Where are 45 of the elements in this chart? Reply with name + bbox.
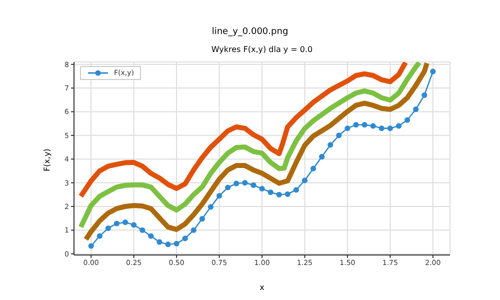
y-axis-title: F(x,y) — [42, 148, 52, 172]
point — [208, 204, 214, 210]
point — [404, 117, 410, 123]
point — [140, 227, 146, 233]
point — [378, 126, 384, 132]
point — [216, 193, 222, 199]
point — [353, 122, 359, 128]
point — [302, 178, 308, 184]
point — [387, 126, 393, 132]
point — [284, 191, 290, 197]
point — [293, 187, 299, 193]
point — [250, 182, 256, 188]
point — [156, 239, 162, 245]
point — [430, 68, 436, 74]
point — [276, 192, 282, 198]
point — [422, 92, 428, 98]
point — [310, 166, 316, 172]
point — [268, 189, 274, 196]
point — [344, 126, 350, 132]
point — [190, 227, 196, 233]
point — [319, 154, 325, 160]
point — [336, 132, 342, 138]
point — [182, 236, 188, 242]
point — [96, 233, 102, 239]
point — [259, 186, 265, 192]
point — [370, 123, 376, 129]
point — [242, 180, 248, 186]
point — [174, 240, 180, 246]
point — [105, 225, 111, 232]
point — [148, 233, 154, 239]
point — [225, 184, 231, 190]
point — [114, 220, 120, 226]
point — [199, 216, 205, 222]
point — [88, 243, 94, 249]
point — [328, 142, 334, 148]
point — [131, 222, 137, 228]
point — [413, 106, 419, 112]
point — [396, 123, 402, 129]
x-axis-title: x — [258, 283, 266, 292]
point — [122, 220, 128, 226]
point — [362, 122, 368, 128]
chart-subtitle: Wykres F(x,y) dla y = 0.0 — [210, 45, 314, 54]
point — [234, 180, 240, 186]
chart-title: line_y_0.000.png — [210, 27, 290, 37]
point — [165, 242, 171, 248]
